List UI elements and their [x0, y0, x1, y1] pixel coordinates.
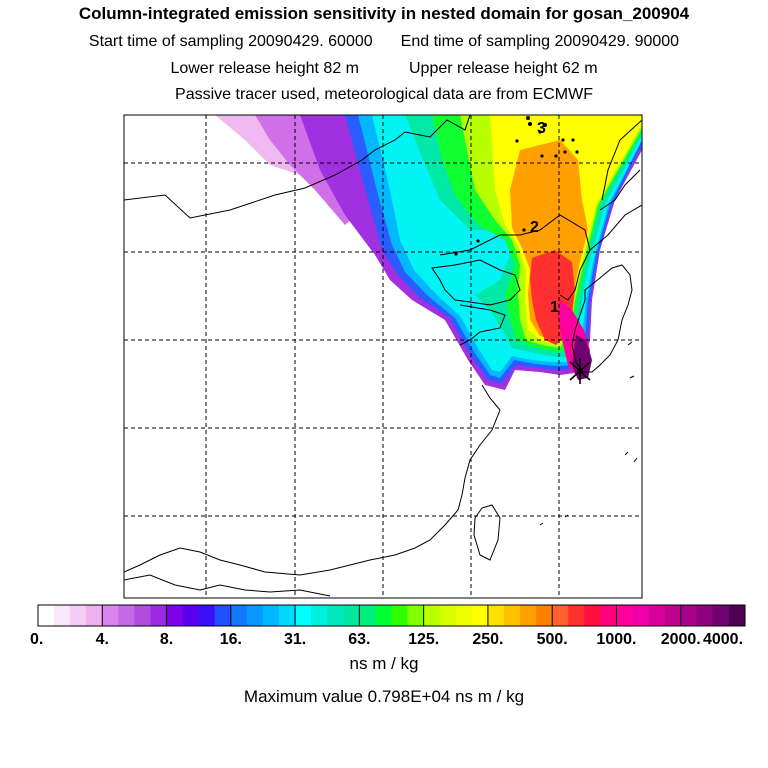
- colorbar: 0. 4. 8. 16. 31. 63. 125. 250. 500. 1000. 2000. 400…: [30, 604, 746, 648]
- colorbar-swatch: [118, 605, 135, 626]
- colorbar-tick-label: 4000.: [703, 631, 743, 648]
- south-coast-islands: [124, 574, 331, 597]
- colorbar-swatch: [279, 605, 296, 626]
- colorbar-tick-label: 500.: [537, 631, 568, 648]
- colorbar-swatch: [391, 605, 408, 626]
- ryukyu-islands: [539, 341, 638, 526]
- colorbar-swatch: [86, 605, 103, 626]
- colorbar-tick-label: 4.: [96, 631, 109, 648]
- colorbar-swatch: [568, 605, 585, 626]
- colorbar-swatch: [407, 605, 424, 626]
- colorbar-swatch: [246, 605, 264, 626]
- sampling-times: Start time of sampling 20090429. 60000 En…: [0, 33, 768, 51]
- colorbar-swatch: [536, 605, 553, 626]
- colorbar-swatch: [295, 605, 312, 626]
- colorbar-swatch: [664, 605, 682, 626]
- colorbar-swatch: [38, 605, 55, 626]
- colorbar-swatch: [70, 605, 87, 626]
- marker-label-3: 3: [537, 120, 546, 137]
- release-site-cross-icon: [569, 358, 591, 384]
- colorbar-swatch: [327, 605, 344, 626]
- colorbar-swatch: [712, 605, 730, 626]
- colorbar-tick-label: 0.: [30, 631, 43, 648]
- yangtze-coast: [124, 384, 501, 576]
- map-frame: [123, 114, 643, 599]
- colorbar-swatch: [487, 605, 505, 626]
- colorbar-swatch: [648, 605, 665, 626]
- colorbar-swatch: [54, 605, 71, 626]
- upper-right-coast: [599, 119, 642, 211]
- colorbar-swatch: [680, 605, 698, 626]
- north-border: [124, 115, 471, 219]
- colorbar-swatch: [584, 605, 601, 626]
- tracer-info: Passive tracer used, meteorological data…: [175, 86, 593, 103]
- colorbar-swatch: [696, 605, 714, 626]
- colorbar-swatch: [150, 605, 167, 626]
- colorbar-swatch: [262, 605, 280, 626]
- start-time-label: Start time of sampling 20090429. 60000: [88, 33, 373, 50]
- colorbar-swatch: [375, 605, 392, 626]
- lat-lon-grid: [124, 115, 642, 598]
- bohai-south: [431, 259, 521, 306]
- colorbar-tick-label: 250.: [472, 631, 503, 648]
- colorbar-swatch: [311, 605, 328, 626]
- trajectory-dots: [454, 116, 579, 256]
- end-time-label: End time of sampling 20090429. 90000: [400, 33, 680, 50]
- colorbar-swatch: [616, 605, 633, 626]
- marker-label-2: 2: [530, 219, 539, 236]
- colorbar-swatch: [343, 605, 360, 626]
- colorbar-swatch: [198, 605, 216, 626]
- colorbar-swatch: [552, 605, 569, 626]
- colorbar-tick-label: 31.: [284, 631, 306, 648]
- colorbar-units: ns m / kg: [349, 654, 419, 673]
- colorbar-swatch: [728, 605, 746, 626]
- lower-release-label: Lower release height 82 m: [170, 60, 359, 77]
- colorbar-tick-label: 1000.: [596, 631, 636, 648]
- page-title: Column-integrated emission sensitivity i…: [78, 4, 690, 23]
- colorbar-swatch: [439, 605, 457, 626]
- colorbar-swatch: [455, 605, 473, 626]
- coastlines: [124, 115, 642, 597]
- colorbar-swatch: [359, 605, 376, 626]
- colorbar-tick-label: 16.: [220, 631, 242, 648]
- colorbar-swatch: [423, 605, 441, 626]
- map-plot-area: 3 2 1: [124, 115, 642, 598]
- colorbar-swatch: [230, 605, 248, 626]
- colorbar-tick-label: 8.: [160, 631, 173, 648]
- colorbar-swatch: [600, 605, 617, 626]
- colorbar-swatch: [471, 605, 489, 626]
- colorbar-swatch: [134, 605, 151, 626]
- release-heights: Lower release height 82 m Upper release h…: [0, 60, 768, 78]
- colorbar-tick-label: 125.: [408, 631, 439, 648]
- bohai-coast: [439, 214, 591, 301]
- colorbar-swatch: [214, 605, 232, 626]
- colorbar-swatch: [102, 605, 119, 626]
- colorbar-tick-label: 63.: [348, 631, 370, 648]
- maximum-value-label: Maximum value 0.798E+04 ns m / kg: [243, 687, 525, 706]
- colorbar-swatch: [182, 605, 199, 626]
- korea-coast: [571, 204, 642, 373]
- taiwan: [473, 504, 501, 561]
- marker-label-1: 1: [550, 299, 559, 316]
- upper-release-label: Upper release height 62 m: [409, 60, 598, 77]
- colorbar-swatch: [166, 605, 183, 626]
- colorbar-swatch: [503, 605, 521, 626]
- colorbar-swatch: [520, 605, 537, 626]
- colorbar-outline: [37, 604, 746, 627]
- colorbar-tick-label: 2000.: [661, 631, 701, 648]
- colorbar-swatch: [632, 605, 649, 626]
